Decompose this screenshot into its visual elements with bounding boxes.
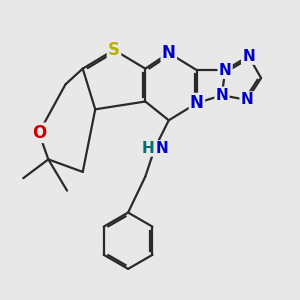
Text: N: N: [242, 49, 255, 64]
Text: H: H: [141, 141, 154, 156]
Text: O: O: [32, 124, 46, 142]
Text: N: N: [216, 88, 228, 103]
Text: N: N: [162, 44, 176, 62]
Text: S: S: [108, 41, 120, 59]
Text: N: N: [219, 63, 232, 78]
Text: N: N: [190, 94, 204, 112]
Text: N: N: [155, 141, 168, 156]
Text: N: N: [241, 92, 254, 107]
